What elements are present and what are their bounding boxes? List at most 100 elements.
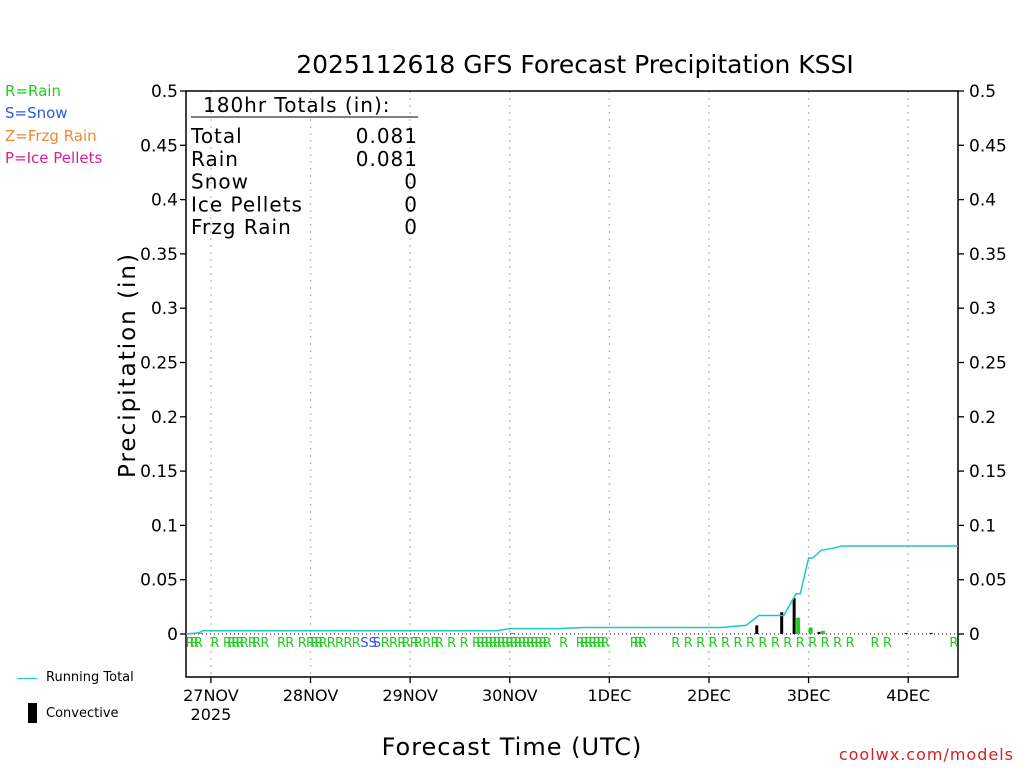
y-tick-label-left: 0	[167, 625, 178, 645]
ptype-mark: R	[285, 636, 294, 651]
ptype-mark: R	[671, 636, 680, 651]
totals-row-value: 0	[404, 170, 418, 194]
ptype-mark: R	[335, 636, 344, 651]
ptype-mark: R	[484, 636, 493, 651]
ptype-mark: R	[211, 636, 220, 651]
y-tick-label-right: 0.5	[969, 82, 996, 102]
ptype-mark: R	[601, 636, 610, 651]
rain-bar	[808, 627, 813, 634]
ptype-mark: R	[327, 636, 336, 651]
totals-heading: 180hr Totals (in):	[203, 93, 391, 117]
legend-rain: R=Rain	[5, 82, 61, 100]
precip-bars	[198, 598, 933, 634]
y-tick-label-left: 0.5	[151, 82, 178, 102]
totals-row-value: 0.081	[356, 124, 418, 148]
x-tick-label: 27NOV	[183, 686, 239, 705]
ptype-mark: R	[472, 636, 481, 651]
y-tick-label-right: 0.2	[969, 408, 996, 428]
ptype-mark: R	[260, 636, 269, 651]
x-tick-label: 4DEC	[886, 686, 930, 705]
y-tick-label-right: 0.25	[969, 354, 1007, 374]
ptype-mark: R	[252, 636, 261, 651]
rain-bar	[198, 632, 203, 634]
y-tick-label-right: 0.15	[969, 462, 1007, 482]
ptype-mark: R	[435, 636, 444, 651]
totals-row-label: Ice Pellets	[191, 192, 303, 216]
chart-title: 2025112618 GFS Forecast Precipitation KS…	[296, 50, 854, 79]
ptype-mark: R	[559, 636, 568, 651]
ptype-mark: R	[381, 636, 390, 651]
ptype-mark: R	[630, 636, 639, 651]
ptype-mark: R	[248, 636, 257, 651]
ptype-mark: R	[223, 636, 232, 651]
ptype-mark: R	[870, 636, 879, 651]
ptype-mark: R	[638, 636, 647, 651]
x-tick-label: 29NOV	[382, 686, 438, 705]
totals-row-label: Total	[190, 124, 243, 148]
ptype-mark: R	[414, 636, 423, 651]
legend-frzg-rain: Z=Frzg Rain	[5, 127, 97, 145]
ptype-mark: R	[783, 636, 792, 651]
ptype-mark: R	[534, 636, 543, 651]
running-total-line	[185, 545, 958, 635]
convective-bar	[904, 632, 908, 634]
x-tick-sublabel: 2025	[191, 705, 232, 724]
ptype-mark: S	[369, 636, 377, 651]
ptype-mark: R	[389, 636, 398, 651]
legend-snow: S=Snow	[5, 104, 68, 122]
ptype-mark: R	[796, 636, 805, 651]
ptype-mark: R	[514, 636, 523, 651]
ptype-mark: R	[314, 636, 323, 651]
ptype-mark: R	[422, 636, 431, 651]
ptype-mark: R	[833, 636, 842, 651]
ptype-mark: R	[526, 636, 535, 651]
ptype-mark: R	[447, 636, 456, 651]
ptype-mark: R	[501, 636, 510, 651]
ptype-mark: R	[310, 636, 319, 651]
y-tick-label-right: 0.1	[969, 516, 996, 536]
ptype-mark: R	[318, 636, 327, 651]
ptype-mark: R	[530, 636, 539, 651]
ptype-mark: R	[576, 636, 585, 651]
totals-row-label: Snow	[191, 170, 249, 194]
y-tick-label-left: 0.1	[151, 516, 178, 536]
ptype-mark: R	[352, 636, 361, 651]
ptype-mark: R	[306, 636, 315, 651]
legend-ice-pellets: P=Ice Pellets	[5, 149, 103, 167]
totals-box: 180hr Totals (in): Total 0.081 Rain 0.081 Sno…	[190, 93, 418, 239]
running-total-legend-label: Running Total	[46, 670, 134, 685]
ptype-mark: S	[360, 636, 368, 651]
ptype-mark: R	[721, 636, 730, 651]
ptype-mark: R	[235, 636, 244, 651]
totals-row-label: Rain	[191, 147, 239, 171]
ptype-mark: R	[746, 636, 755, 651]
x-tick-label: 3DEC	[787, 686, 831, 705]
x-tick-label: 30NOV	[482, 686, 538, 705]
ptype-mark: R	[397, 636, 406, 651]
convective-bar	[780, 612, 784, 634]
convective-bar	[817, 631, 821, 634]
y-tick-label-right: 0.35	[969, 245, 1007, 265]
y-tick-label-right: 0.45	[969, 136, 1007, 156]
ptype-mark: R	[538, 636, 547, 651]
running-total-legend-swatch	[17, 678, 37, 679]
totals-row-label: Frzg Rain	[191, 215, 292, 239]
ptype-mark: R	[883, 636, 892, 651]
ptype-mark: R	[190, 636, 199, 651]
ptype-mark: R	[493, 636, 502, 651]
y-tick-label-right: 0.05	[969, 571, 1007, 591]
ptype-mark: R	[401, 636, 410, 651]
rain-bar	[821, 630, 826, 634]
ptype-mark: R	[949, 636, 958, 651]
convective-bar	[929, 632, 933, 634]
ptype-mark: R	[231, 636, 240, 651]
ptype-mark: R	[227, 636, 236, 651]
ptype-mark: R	[410, 636, 419, 651]
ptype-mark: R	[277, 636, 286, 651]
ptype-mark: R	[186, 636, 195, 651]
ptype-mark: R	[343, 636, 352, 651]
y-tick-label-left: 0.05	[140, 571, 178, 591]
